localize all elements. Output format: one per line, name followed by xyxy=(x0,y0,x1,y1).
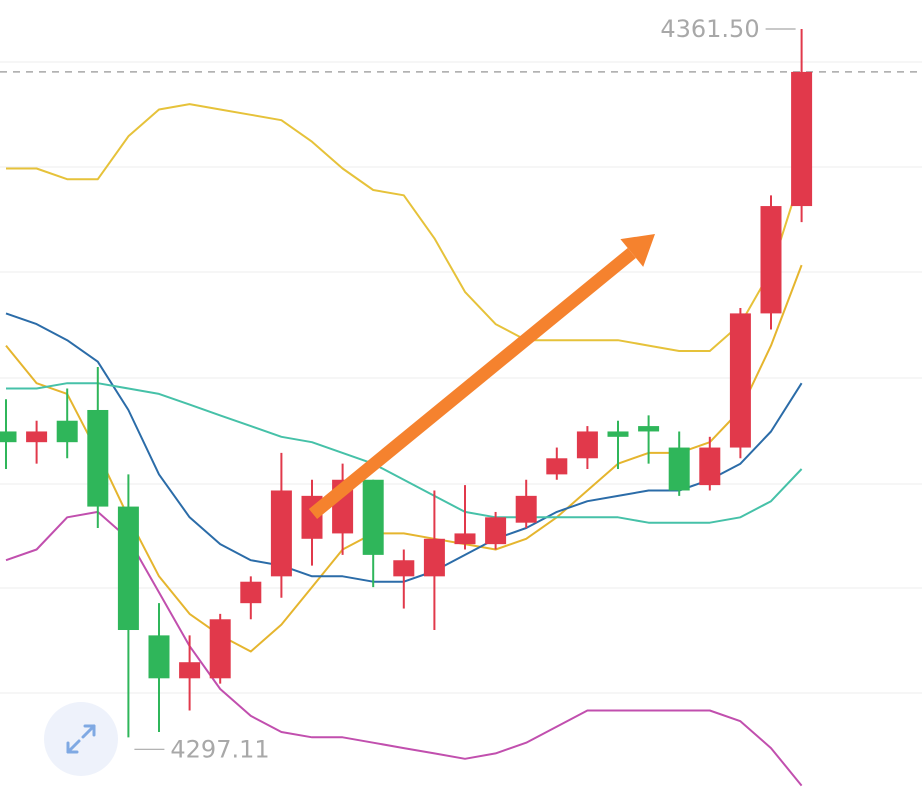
candle-body-8 xyxy=(240,581,262,604)
annotations: 4361.50 4297.11 xyxy=(134,15,796,763)
expand-button[interactable] xyxy=(44,702,118,776)
candle-18 xyxy=(546,447,568,480)
candle-body-9 xyxy=(270,490,292,577)
candle-body-21 xyxy=(638,426,660,432)
candle-9 xyxy=(270,452,292,598)
candle-body-1 xyxy=(26,431,48,443)
candle-17 xyxy=(515,479,537,529)
candle-3 xyxy=(87,367,109,529)
trend-arrow-shaft xyxy=(308,247,636,520)
candles xyxy=(0,28,813,738)
high-price-label: 4361.50 xyxy=(660,15,759,43)
candle-body-3 xyxy=(87,409,109,507)
candle-6 xyxy=(179,635,201,711)
candle-body-12 xyxy=(362,479,384,555)
indicator-line-3 xyxy=(6,103,803,352)
candle-body-26 xyxy=(791,71,813,207)
candle-body-19 xyxy=(576,431,598,459)
indicator-line-2 xyxy=(6,382,803,524)
candle-body-24 xyxy=(729,313,751,448)
gridlines xyxy=(0,61,922,694)
candle-21 xyxy=(638,415,660,464)
candle-12 xyxy=(362,479,384,588)
candle-body-17 xyxy=(515,495,537,523)
candle-body-7 xyxy=(209,619,231,679)
candle-body-16 xyxy=(485,517,507,545)
candle-body-25 xyxy=(760,206,782,314)
candle-body-5 xyxy=(148,635,170,679)
candle-body-23 xyxy=(699,447,721,486)
candle-body-18 xyxy=(546,458,568,475)
candle-20 xyxy=(607,420,629,470)
candle-23 xyxy=(699,436,721,491)
candle-22 xyxy=(668,431,690,496)
candle-2 xyxy=(56,388,78,459)
expand-arrows-icon xyxy=(66,724,96,754)
candle-body-22 xyxy=(668,447,690,491)
trend-arrow-head xyxy=(620,234,655,267)
candle-24 xyxy=(729,308,751,459)
candle-body-0 xyxy=(0,431,17,443)
candle-25 xyxy=(760,195,782,330)
candle-body-13 xyxy=(393,560,415,577)
candle-body-2 xyxy=(56,420,78,443)
candle-0 xyxy=(0,399,17,470)
candle-1 xyxy=(26,420,48,464)
candle-7 xyxy=(209,613,231,684)
low-price-label: 4297.11 xyxy=(170,735,269,763)
candle-19 xyxy=(576,426,598,470)
candle-body-14 xyxy=(423,538,445,577)
candle-14 xyxy=(423,490,445,631)
candle-5 xyxy=(148,603,170,732)
candle-10 xyxy=(301,479,323,566)
candle-body-20 xyxy=(607,431,629,437)
candle-13 xyxy=(393,549,415,609)
candle-body-15 xyxy=(454,533,476,545)
candle-8 xyxy=(240,576,262,620)
candle-4 xyxy=(117,474,139,738)
candle-16 xyxy=(485,511,507,550)
candle-26 xyxy=(791,28,813,223)
candle-15 xyxy=(454,485,476,550)
candle-body-4 xyxy=(117,506,139,631)
candle-body-6 xyxy=(179,662,201,679)
trend-arrow xyxy=(308,234,655,520)
